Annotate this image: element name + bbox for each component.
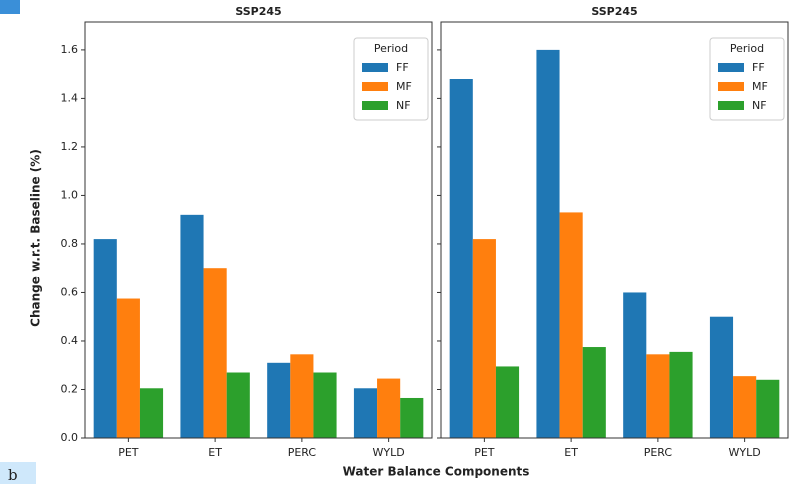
- bar: [180, 214, 204, 438]
- y-axis-label: Change w.r.t. Baseline (%): [29, 149, 43, 327]
- bar: [449, 79, 473, 438]
- bar: [559, 212, 583, 438]
- x-tick-label: PERC: [288, 446, 317, 459]
- legend-title: Period: [730, 42, 764, 55]
- panel-label: b: [8, 466, 18, 484]
- legend-title: Period: [374, 42, 408, 55]
- chart-title: SSP245: [235, 5, 281, 18]
- legend-label: MF: [396, 80, 412, 93]
- bar: [472, 239, 496, 438]
- panel-label-bg: [0, 462, 36, 484]
- legend-swatch: [718, 82, 744, 91]
- bar: [646, 354, 670, 438]
- bar: [756, 379, 780, 438]
- x-axis-label: Water Balance Components: [343, 465, 530, 479]
- chart-title: SSP245: [591, 5, 637, 18]
- x-tick-label: PET: [118, 446, 139, 459]
- bar: [267, 362, 291, 438]
- axes-frame: [84, 21, 433, 439]
- legend-box: [353, 37, 429, 121]
- y-tick-label: 1.0: [61, 188, 79, 201]
- y-tick-label: 0.4: [61, 334, 79, 347]
- bar: [623, 292, 647, 438]
- bar: [536, 49, 560, 438]
- legend-box: [709, 37, 785, 121]
- bar: [139, 388, 164, 438]
- x-tick-label: WYLD: [373, 446, 405, 459]
- bar: [353, 388, 378, 438]
- bar: [93, 239, 117, 438]
- legend-swatch: [362, 63, 388, 72]
- y-tick-label: 1.2: [61, 140, 79, 153]
- bar: [495, 366, 520, 438]
- bar: [313, 372, 337, 438]
- x-tick-label: WYLD: [729, 446, 761, 459]
- y-tick-label: 1.6: [61, 43, 79, 56]
- legend-label: MF: [752, 80, 768, 93]
- bar: [226, 372, 250, 438]
- x-tick-label: PERC: [644, 446, 673, 459]
- legend-swatch: [718, 63, 744, 72]
- bar: [400, 397, 424, 438]
- legend-swatch: [362, 82, 388, 91]
- x-tick-label: ET: [564, 446, 578, 459]
- bar: [733, 376, 757, 438]
- y-tick-label: 0.2: [61, 382, 79, 395]
- y-tick-label: 1.4: [61, 91, 79, 104]
- legend-swatch: [362, 101, 388, 110]
- x-tick-label: ET: [208, 446, 222, 459]
- y-tick-label: 0.8: [61, 237, 79, 250]
- y-tick-label: 0.0: [61, 431, 79, 444]
- bar: [116, 298, 140, 438]
- axes-frame: [440, 21, 789, 439]
- bar: [709, 316, 734, 438]
- bar: [669, 351, 693, 438]
- legend-label: FF: [752, 61, 765, 74]
- legend-swatch: [718, 101, 744, 110]
- bar: [203, 268, 227, 438]
- legend-label: FF: [396, 61, 409, 74]
- legend-label: NF: [396, 99, 411, 112]
- highlight: [0, 0, 20, 14]
- bar: [377, 378, 401, 438]
- bar: [582, 347, 606, 438]
- bar: [290, 354, 314, 438]
- x-tick-label: PET: [474, 446, 495, 459]
- y-tick-label: 0.6: [61, 285, 79, 298]
- legend-label: NF: [752, 99, 767, 112]
